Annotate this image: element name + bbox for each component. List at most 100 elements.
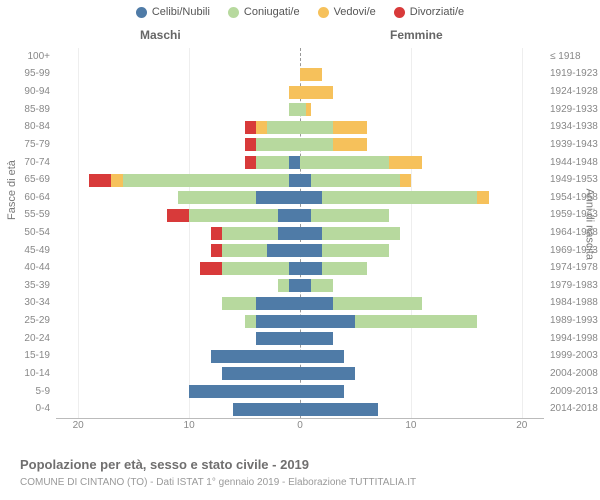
bar-male bbox=[222, 367, 300, 380]
bar-female bbox=[300, 385, 344, 398]
bar-female bbox=[389, 156, 422, 169]
bar-male bbox=[189, 385, 300, 398]
bar-male bbox=[289, 156, 300, 169]
bar-male bbox=[267, 121, 300, 134]
bar-male bbox=[256, 315, 300, 328]
legend-label: Coniugati/e bbox=[244, 6, 300, 18]
chart-source: COMUNE DI CINTANO (TO) - Dati ISTAT 1° g… bbox=[20, 477, 416, 488]
pyramid-row bbox=[56, 155, 544, 170]
bar-male bbox=[267, 244, 300, 257]
birth-label: 1999-2003 bbox=[550, 350, 598, 361]
bar-female bbox=[311, 209, 389, 222]
bar-female bbox=[300, 138, 333, 151]
birth-label: 1974-1978 bbox=[550, 262, 598, 273]
birth-label: 2014-2018 bbox=[550, 403, 598, 414]
bar-female bbox=[322, 227, 400, 240]
bar-male bbox=[256, 121, 267, 134]
pyramid-row bbox=[56, 85, 544, 100]
pyramid-row bbox=[56, 190, 544, 205]
legend-dot bbox=[136, 7, 147, 18]
bar-female bbox=[300, 86, 333, 99]
bar-female bbox=[300, 174, 311, 187]
legend: Celibi/NubiliConiugati/eVedovi/eDivorzia… bbox=[0, 0, 600, 18]
bar-male bbox=[222, 297, 255, 310]
birth-label: 2004-2008 bbox=[550, 368, 598, 379]
bar-male bbox=[289, 86, 300, 99]
birth-label: 1959-1963 bbox=[550, 209, 598, 220]
age-label: 15-19 bbox=[0, 350, 50, 361]
birth-label: 1994-1998 bbox=[550, 333, 598, 344]
bar-male bbox=[123, 174, 289, 187]
pyramid-row bbox=[56, 137, 544, 152]
birth-label: ≤ 1918 bbox=[550, 51, 581, 62]
bar-male bbox=[178, 191, 256, 204]
pyramid-row bbox=[56, 261, 544, 276]
bar-female bbox=[333, 297, 422, 310]
legend-label: Celibi/Nubili bbox=[152, 6, 210, 18]
age-label: 45-49 bbox=[0, 245, 50, 256]
pyramid-row bbox=[56, 67, 544, 82]
x-tick: 0 bbox=[297, 420, 303, 431]
x-tick: 10 bbox=[405, 420, 416, 431]
bar-male bbox=[256, 156, 289, 169]
bar-female bbox=[311, 174, 400, 187]
birth-label: 1954-1958 bbox=[550, 192, 598, 203]
bar-female bbox=[300, 227, 322, 240]
bar-female bbox=[300, 332, 333, 345]
bar-male bbox=[245, 138, 256, 151]
legend-dot bbox=[228, 7, 239, 18]
bar-male bbox=[111, 174, 122, 187]
bar-male bbox=[289, 262, 300, 275]
pyramid-row bbox=[56, 120, 544, 135]
age-label: 55-59 bbox=[0, 209, 50, 220]
bar-male bbox=[278, 279, 289, 292]
bar-female bbox=[300, 191, 322, 204]
pyramid-row bbox=[56, 173, 544, 188]
age-label: 65-69 bbox=[0, 174, 50, 185]
legend-dot bbox=[394, 7, 405, 18]
birth-label: 1949-1953 bbox=[550, 174, 598, 185]
bar-male bbox=[256, 191, 300, 204]
x-tick: 10 bbox=[184, 420, 195, 431]
bar-male bbox=[289, 103, 300, 116]
male-header: Maschi bbox=[140, 28, 181, 42]
bar-male bbox=[289, 279, 300, 292]
age-label: 5-9 bbox=[0, 386, 50, 397]
age-label: 20-24 bbox=[0, 333, 50, 344]
pyramid-row bbox=[56, 384, 544, 399]
age-label: 60-64 bbox=[0, 192, 50, 203]
bar-female bbox=[300, 350, 344, 363]
age-label: 85-89 bbox=[0, 104, 50, 115]
pyramid-row bbox=[56, 102, 544, 117]
chart: 201001020 bbox=[56, 48, 544, 434]
age-label: 75-79 bbox=[0, 139, 50, 150]
age-label: 100+ bbox=[0, 51, 50, 62]
bar-female bbox=[300, 68, 322, 81]
bar-female bbox=[355, 315, 477, 328]
legend-item: Divorziati/e bbox=[394, 6, 464, 18]
pyramid-row bbox=[56, 331, 544, 346]
birth-label: 1969-1973 bbox=[550, 245, 598, 256]
bar-male bbox=[222, 227, 277, 240]
birth-label: 1979-1983 bbox=[550, 280, 598, 291]
age-label: 40-44 bbox=[0, 262, 50, 273]
legend-item: Celibi/Nubili bbox=[136, 6, 210, 18]
age-label: 70-74 bbox=[0, 157, 50, 168]
bar-female bbox=[300, 403, 378, 416]
bar-female bbox=[300, 279, 311, 292]
female-header: Femmine bbox=[390, 28, 443, 42]
legend-dot bbox=[318, 7, 329, 18]
bar-male bbox=[200, 262, 222, 275]
pyramid-row bbox=[56, 208, 544, 223]
pyramid-row bbox=[56, 243, 544, 258]
bar-female bbox=[333, 121, 366, 134]
birth-label: 2009-2013 bbox=[550, 386, 598, 397]
pyramid-row bbox=[56, 366, 544, 381]
birth-label: 1964-1968 bbox=[550, 227, 598, 238]
pyramid-row bbox=[56, 49, 544, 64]
bar-female bbox=[300, 367, 355, 380]
bar-male bbox=[211, 227, 222, 240]
bar-male bbox=[245, 315, 256, 328]
bar-male bbox=[289, 174, 300, 187]
age-label: 35-39 bbox=[0, 280, 50, 291]
